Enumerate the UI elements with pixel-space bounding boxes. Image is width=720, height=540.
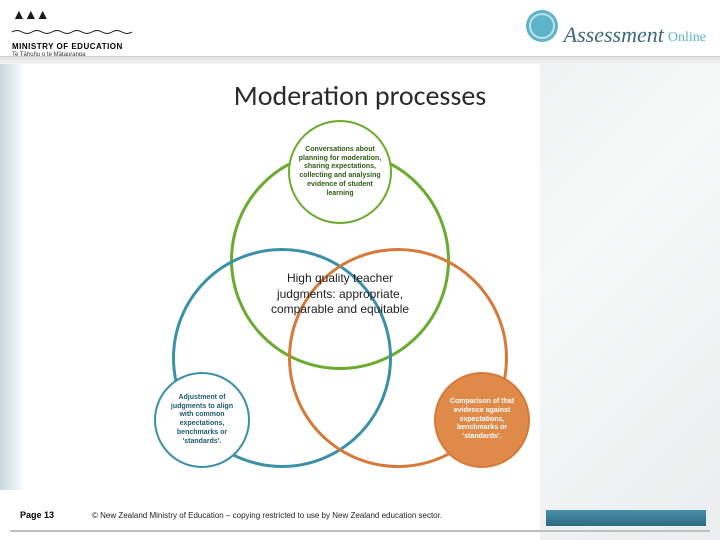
copyright-text: © New Zealand Ministry of Education – co…	[92, 511, 442, 520]
assessment-online-logo: Assessment Online	[526, 10, 706, 48]
bubble-comparison: Comparison of that evidence against expe…	[434, 372, 530, 468]
venn-diagram: High quality teacher judgments: appropri…	[130, 120, 550, 490]
logo-mountains-icon: ▲▲▲	[12, 6, 132, 22]
left-edge-fade	[0, 60, 25, 490]
center-outcome-text: High quality teacher judgments: appropri…	[270, 271, 410, 318]
footer-divider-line	[10, 530, 710, 532]
brand-online-text: Online	[668, 30, 706, 48]
bubble-conversations-text: Conversations about planning for moderat…	[298, 146, 382, 199]
brand-assessment-text: Assessment	[564, 22, 664, 48]
ministry-logo: ▲▲▲ MINISTRY OF EDUCATION Te Tāhuhu o te…	[12, 6, 132, 58]
slide-header: ▲▲▲ MINISTRY OF EDUCATION Te Tāhuhu o te…	[0, 0, 720, 60]
slide-title: Moderation processes	[0, 78, 720, 113]
page-number: Page 13	[20, 510, 54, 520]
nautilus-icon	[526, 10, 558, 42]
header-divider	[0, 56, 720, 64]
footer-accent-bar	[546, 510, 706, 526]
bubble-adjustment: Adjustment of judgments to align with co…	[154, 372, 250, 468]
slide-footer: Page 13 © New Zealand Ministry of Educat…	[0, 496, 720, 540]
bubble-conversations: Conversations about planning for moderat…	[288, 120, 392, 224]
bubble-comparison-text: Comparison of that evidence against expe…	[444, 398, 520, 442]
bubble-adjustment-text: Adjustment of judgments to align with co…	[164, 394, 240, 447]
ministry-label: MINISTRY OF EDUCATION	[12, 42, 132, 51]
logo-wave-icon	[12, 29, 132, 35]
